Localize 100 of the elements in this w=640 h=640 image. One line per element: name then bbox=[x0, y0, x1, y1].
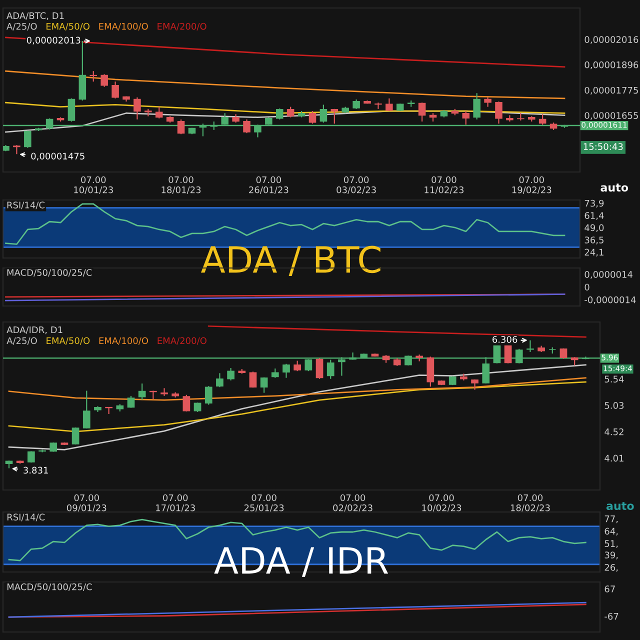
candlestick bbox=[506, 114, 514, 122]
candlestick bbox=[243, 118, 250, 134]
series-label: EMA/200/O bbox=[158, 22, 206, 30]
candlestick bbox=[194, 402, 202, 412]
chart-title: MACD/50/100/25/C bbox=[7, 269, 92, 277]
y-tick-label: 0,00002016 bbox=[584, 36, 638, 44]
line-series bbox=[8, 364, 586, 450]
annotation: 6.306 bbox=[492, 336, 518, 343]
chart-title: ADA/IDR, D1 bbox=[6, 326, 62, 334]
x-tick-label: 07.00 25/01/23 bbox=[244, 494, 284, 512]
y-tick-label: 4.01 bbox=[604, 454, 624, 462]
y-tick-label: 36,5 bbox=[584, 236, 604, 244]
y-tick-label: 49,0 bbox=[584, 224, 604, 232]
annotation: 0,00002013 bbox=[26, 36, 80, 45]
line-series bbox=[5, 70, 566, 100]
text: A/25/O bbox=[6, 337, 37, 345]
candlestick bbox=[134, 96, 141, 120]
line-series bbox=[5, 102, 566, 114]
candlestick bbox=[282, 363, 290, 378]
y-tick-label: 5.03 bbox=[604, 402, 624, 409]
candlestick bbox=[352, 98, 360, 110]
annotation: 0,00001475 bbox=[31, 152, 84, 160]
candlestick bbox=[316, 358, 324, 380]
text: 15:50:43 bbox=[584, 143, 623, 150]
candlestick bbox=[484, 96, 492, 108]
candlestick bbox=[271, 368, 279, 378]
x-tick-label: 07.00 18/02/23 bbox=[510, 494, 550, 512]
x-tick-label: 07.00 11/02/23 bbox=[424, 176, 464, 194]
candlestick bbox=[260, 376, 268, 394]
text: auto bbox=[600, 184, 628, 192]
text: EMA/50/O bbox=[46, 337, 90, 345]
candlestick bbox=[495, 101, 502, 124]
candlestick bbox=[182, 394, 190, 412]
candlestick bbox=[82, 390, 90, 430]
candlestick bbox=[204, 386, 212, 406]
y-tick-label: 39, bbox=[604, 552, 618, 560]
y-tick-label: -0,0000014 bbox=[584, 296, 636, 304]
candlestick bbox=[286, 106, 294, 118]
candlestick bbox=[138, 382, 146, 401]
y-tick-label: 4.52 bbox=[604, 428, 624, 436]
candlestick bbox=[386, 98, 393, 112]
line-series bbox=[8, 377, 586, 401]
candlestick bbox=[308, 110, 316, 124]
candlestick bbox=[227, 367, 234, 381]
candlestick bbox=[538, 114, 546, 126]
y-tick-label: 0,00001896 bbox=[584, 61, 638, 70]
text: EMA/100/O bbox=[99, 337, 148, 345]
chart-title: RSI/14/C bbox=[7, 202, 45, 210]
candlestick bbox=[112, 81, 119, 99]
candlestick bbox=[177, 118, 185, 135]
x-tick-label: 07.00 10/01/23 bbox=[74, 176, 113, 194]
x-tick-label: 07.00 03/02/23 bbox=[336, 176, 376, 194]
candlestick bbox=[374, 102, 382, 110]
candlestick bbox=[320, 104, 328, 124]
text: EMA/50/O bbox=[46, 22, 90, 30]
candlestick bbox=[68, 98, 76, 122]
y-tick-label: 64, bbox=[604, 528, 618, 536]
x-tick-label: 07.00 17/01/23 bbox=[156, 494, 195, 512]
annotation: 3.831 bbox=[24, 466, 48, 474]
y-tick-label: 26, bbox=[604, 564, 618, 572]
candlestick bbox=[127, 395, 135, 408]
chart-title: MACD/50/100/25/C bbox=[7, 583, 92, 591]
candlestick bbox=[160, 388, 168, 396]
candlestick bbox=[249, 371, 257, 388]
annotation: ADA / IDR bbox=[214, 547, 388, 577]
candlestick bbox=[100, 74, 108, 88]
x-tick-label: 07.00 09/01/23 bbox=[66, 494, 106, 512]
line-series bbox=[5, 203, 566, 245]
y-tick-label: 0,0000014 bbox=[584, 271, 632, 279]
y-tick-label: 73,9 bbox=[584, 200, 604, 208]
candlestick bbox=[24, 130, 32, 148]
series-label: EMA/200/O bbox=[158, 337, 206, 345]
candlestick bbox=[276, 108, 284, 120]
candlestick bbox=[330, 108, 338, 124]
candlestick bbox=[294, 360, 302, 372]
chart-title: RSI/14/C bbox=[7, 514, 45, 522]
candlestick bbox=[90, 70, 98, 82]
y-tick-label: 51, bbox=[604, 540, 618, 548]
candlestick bbox=[473, 92, 480, 120]
text: auto bbox=[606, 502, 634, 510]
candlestick bbox=[418, 102, 426, 122]
y-tick-label: -67 bbox=[604, 612, 618, 620]
x-tick-label: 07.00 18/01/23 bbox=[162, 176, 201, 194]
y-tick-label: 0,00001775 bbox=[584, 86, 638, 95]
y-tick-label: 5.54 bbox=[604, 376, 624, 383]
x-tick-label: 07.00 26/01/23 bbox=[249, 176, 288, 194]
x-tick-label: 07.00 10/02/23 bbox=[422, 494, 462, 512]
x-tick-label: 07.00 19/02/23 bbox=[512, 176, 552, 194]
y-tick-label: 0,00001655 bbox=[584, 112, 638, 120]
y-tick-label: 77, bbox=[604, 516, 618, 524]
x-tick-label: 07.00 02/02/23 bbox=[333, 494, 372, 512]
chart-title: ADA/BTC, D1 bbox=[6, 12, 64, 20]
text: EMA/100/O bbox=[99, 22, 148, 30]
text: A/25/O bbox=[6, 22, 37, 30]
y-tick-label: 61,4 bbox=[584, 212, 604, 220]
annotation: ADA / BTC bbox=[200, 246, 380, 276]
candlestick bbox=[462, 110, 470, 126]
y-tick-label: 0 bbox=[584, 284, 590, 291]
y-tick-label: 67 bbox=[604, 586, 615, 592]
candlestick bbox=[216, 372, 224, 388]
